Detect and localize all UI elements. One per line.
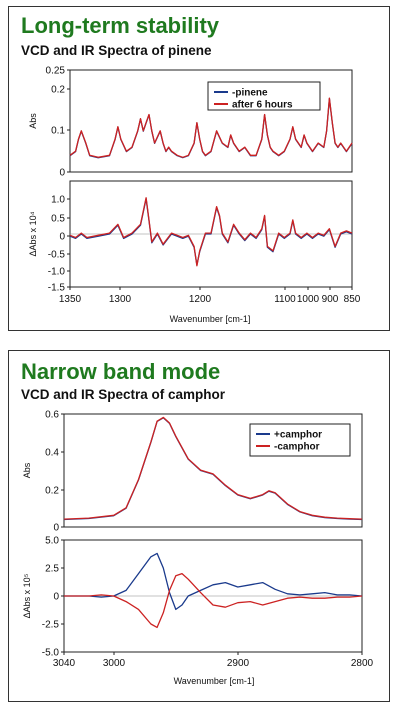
y-tick-label-0-bot-4: -1.0 xyxy=(48,267,66,278)
y-tick-label-1-bot-2: 0 xyxy=(53,592,59,603)
x-tick-label-0-3: 1100 xyxy=(274,294,296,305)
chart-title-1: Long-term stability xyxy=(21,13,220,38)
y-tick-label-1-top-1: 0.4 xyxy=(45,448,59,459)
y-tick-label-0-top-3: 0 xyxy=(59,168,65,179)
chart-subtitle-1: VCD and IR Spectra of pinene xyxy=(21,43,212,58)
y-axis-label-1-top: Abs xyxy=(22,462,32,478)
x-tick-label-1-2: 2900 xyxy=(227,658,250,669)
x-tick-label-1-0: 3040 xyxy=(53,658,76,669)
legend-label-1-0: +camphor xyxy=(274,430,322,441)
x-tick-label-0-6: 850 xyxy=(344,294,361,305)
y-tick-label-0-bot-2: 0 xyxy=(59,232,65,243)
x-tick-label-0-1: 1300 xyxy=(109,294,132,305)
legend-box-0 xyxy=(207,81,321,111)
legend-box-1 xyxy=(249,423,351,457)
chart-panel-1: Long-term stability VCD and IR Spectra o… xyxy=(8,6,390,331)
legend-label-1-1: -camphor xyxy=(274,442,320,453)
y-tick-label-0-top-2: 0.1 xyxy=(51,126,65,137)
x-tick-label-1-1: 3000 xyxy=(103,658,126,669)
x-tick-label-0-2: 1200 xyxy=(189,294,212,305)
chart-panel-2: Narrow band mode VCD and IR Spectra of c… xyxy=(8,350,390,702)
chart-title-2: Narrow band mode xyxy=(21,359,221,384)
y-tick-label-1-top-2: 0.2 xyxy=(45,486,59,497)
series-line-1-top-1 xyxy=(63,416,363,520)
series-line-1-bot-0 xyxy=(64,552,363,611)
y-axis-label-1-bot: ΔAbs x 10⁵ xyxy=(22,573,32,618)
plot-frame-0-top xyxy=(69,69,353,173)
y-tick-label-1-top-3: 0 xyxy=(53,523,59,534)
x-axis-label-0: Wavenumber [cm-1] xyxy=(170,314,251,324)
y-tick-label-1-bot-4: -5.0 xyxy=(42,648,60,659)
y-axis-label-0-top: Abs xyxy=(28,113,38,129)
x-axis-label-1: Wavenumber [cm-1] xyxy=(174,676,255,686)
series-line-0-bot-1 xyxy=(69,197,353,267)
x-tick-label-1-3: 2800 xyxy=(351,658,374,669)
legend-label-0-1: after 6 hours xyxy=(232,100,293,111)
x-tick-label-0-5: 900 xyxy=(322,294,339,305)
x-tick-label-0-4: 1000 xyxy=(297,294,320,305)
y-axis-label-0-bot: ΔAbs x 10⁴ xyxy=(28,211,38,256)
y-tick-label-0-bot-1: 0.5 xyxy=(51,214,65,225)
y-tick-label-0-top-0: 0.25 xyxy=(46,66,66,77)
y-tick-label-0-bot-0: 1.0 xyxy=(51,195,65,206)
x-tick-label-0-0: 1350 xyxy=(59,294,82,305)
series-line-1-bot-1 xyxy=(64,572,363,629)
legend-label-0-0: -pinene xyxy=(232,88,268,99)
y-tick-label-1-bot-1: 2.5 xyxy=(45,564,59,575)
plot-frame-1-top xyxy=(63,413,363,528)
y-tick-label-1-bot-3: -2.5 xyxy=(42,620,60,631)
y-tick-label-1-top-0: 0.6 xyxy=(45,410,59,421)
y-tick-label-1-bot-0: 5.0 xyxy=(45,536,59,547)
y-tick-label-0-bot-3: -0.5 xyxy=(48,250,66,261)
series-line-0-top-1 xyxy=(69,97,353,158)
chart-subtitle-2: VCD and IR Spectra of camphor xyxy=(21,387,226,402)
y-tick-label-0-top-1: 0.2 xyxy=(51,85,65,96)
y-tick-label-0-bot-5: -1.5 xyxy=(48,283,66,294)
